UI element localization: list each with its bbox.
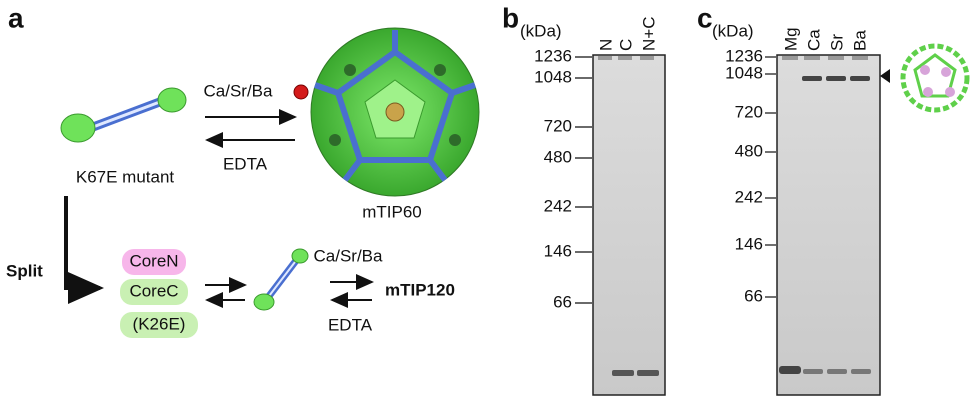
marker-label: 242 bbox=[735, 187, 763, 206]
band bbox=[612, 370, 634, 376]
core-n: CoreN bbox=[129, 251, 178, 270]
product-label: mTIP120 bbox=[385, 280, 455, 299]
cage-label: mTIP60 bbox=[362, 202, 422, 221]
band bbox=[637, 370, 659, 376]
marker-label: 66 bbox=[744, 286, 763, 305]
marker-label: 146 bbox=[735, 234, 763, 253]
lane-label: Ca bbox=[804, 29, 823, 51]
marker-label: 146 bbox=[544, 241, 572, 260]
arrowhead-marker bbox=[880, 69, 890, 83]
marker-label: 720 bbox=[544, 116, 572, 135]
marker-label: 1048 bbox=[725, 63, 763, 82]
marker-label: 242 bbox=[544, 196, 572, 215]
highlight bbox=[122, 249, 186, 275]
cage-sphere bbox=[310, 27, 480, 197]
bands bbox=[779, 76, 871, 374]
edta-label: EDTA bbox=[328, 315, 373, 334]
marker-label: 720 bbox=[735, 102, 763, 121]
gel bbox=[776, 54, 881, 396]
lane-label: C bbox=[616, 39, 635, 51]
panel-label: c bbox=[697, 2, 713, 33]
ion-label: Ca/Sr/Ba bbox=[204, 81, 274, 100]
gel bbox=[592, 54, 666, 396]
core-c-mutation: (K26E) bbox=[133, 314, 186, 333]
panel-label: a bbox=[8, 2, 24, 33]
ion-label: Ca/Sr/Ba bbox=[314, 246, 384, 265]
panel-label: b bbox=[502, 2, 519, 33]
marker-label: 1236 bbox=[534, 46, 572, 65]
marker-label: 1048 bbox=[534, 67, 572, 86]
highlight bbox=[120, 312, 198, 338]
unit-label: (kDa) bbox=[712, 21, 754, 40]
edta-label: EDTA bbox=[223, 154, 268, 173]
wells bbox=[782, 56, 868, 60]
lane-label: Ba bbox=[850, 30, 869, 51]
wells bbox=[598, 56, 654, 60]
protein-icon-small bbox=[253, 248, 309, 311]
core-c: CoreC bbox=[129, 281, 178, 300]
lane-label: N bbox=[596, 39, 615, 51]
marker-label: 66 bbox=[553, 292, 572, 311]
split-arrow bbox=[64, 196, 104, 304]
ion-dot bbox=[293, 84, 309, 100]
marker-label: 480 bbox=[544, 147, 572, 166]
lane-label: Sr bbox=[827, 34, 846, 51]
highlight bbox=[120, 279, 188, 305]
split-label: Split bbox=[6, 261, 43, 280]
lane-label: Mg bbox=[781, 27, 800, 51]
lane-label: N+C bbox=[639, 17, 658, 51]
marker-label: 1236 bbox=[725, 46, 763, 65]
protein-icon bbox=[60, 87, 187, 143]
unit-label: (kDa) bbox=[520, 21, 562, 40]
cage-icon bbox=[900, 43, 970, 113]
marker-label: 480 bbox=[735, 141, 763, 160]
mutant-label: K67E mutant bbox=[76, 167, 175, 186]
